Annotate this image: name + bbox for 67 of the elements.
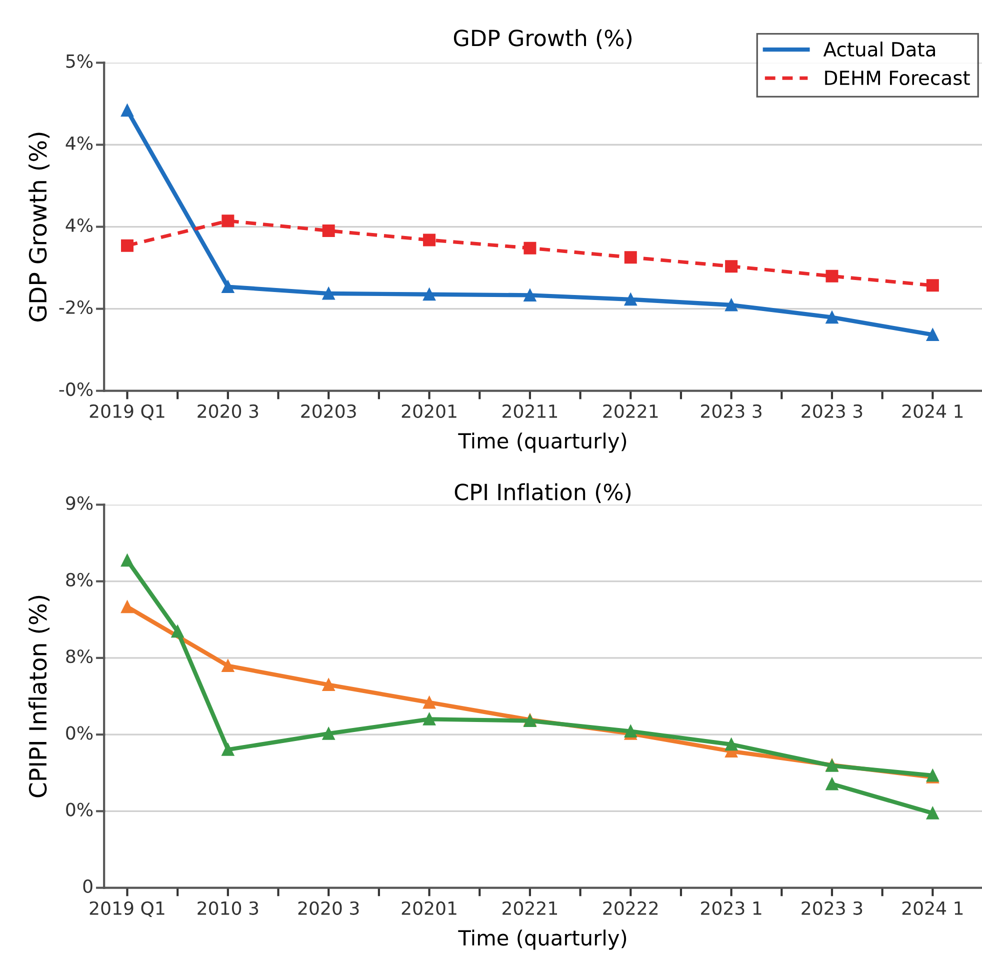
- x-tick-label: 2019 Q1: [90, 901, 164, 918]
- x-tick-label: 20221: [603, 404, 658, 418]
- point: [423, 288, 436, 301]
- x-axis-title: Time (quarturly): [458, 930, 626, 950]
- point: [222, 214, 234, 228]
- point: [926, 279, 939, 292]
- point: [524, 288, 536, 302]
- x-tick-label: 2023 3: [701, 404, 762, 418]
- point: [120, 104, 134, 117]
- point: [222, 743, 234, 756]
- point: [524, 242, 536, 254]
- text: -0%: [59, 382, 93, 396]
- x-tick-label: 2024 1: [902, 901, 963, 915]
- text: -2%: [59, 300, 93, 314]
- point: [171, 625, 184, 638]
- chart-title: CPI Inflation (%): [454, 483, 631, 504]
- x-tick-label: 2023 1: [701, 901, 762, 915]
- point: [624, 251, 637, 264]
- x-tick-label: 20221: [502, 901, 558, 915]
- point: [222, 660, 234, 672]
- point: [725, 298, 738, 312]
- x-tick-label: 20201: [402, 404, 456, 418]
- point: [826, 311, 838, 324]
- point: [423, 696, 436, 709]
- point: [322, 727, 335, 740]
- point: [926, 806, 939, 820]
- text: 4%: [66, 218, 93, 232]
- x-tick-label: 20222: [603, 901, 658, 915]
- text: 8%: [66, 572, 93, 587]
- point: [423, 234, 436, 246]
- point: [826, 270, 838, 282]
- point: [120, 239, 134, 252]
- x-axis-title: Time (quarturly): [458, 432, 626, 453]
- x-tick-label: 2024 1: [902, 404, 963, 418]
- point: [926, 328, 939, 341]
- chart-title: GDP Growth (%): [454, 29, 632, 49]
- text: 0: [83, 879, 92, 894]
- point: [322, 224, 335, 237]
- point: [826, 778, 838, 790]
- x-tick-label: 2023 3: [802, 404, 862, 418]
- x-tick-label: 20201: [402, 901, 456, 915]
- y-axis-title: GDP Growth (%): [28, 132, 50, 322]
- text: 0%: [66, 802, 93, 816]
- x-tick-label: 20211: [502, 404, 558, 418]
- x-tick-label: 2023 3: [802, 901, 862, 915]
- point: [322, 287, 335, 300]
- point: [624, 293, 637, 306]
- x-tick-label: 2020 3: [298, 901, 359, 915]
- x-tick-label: 2010 3: [198, 901, 258, 915]
- x-tick-label: 20203: [301, 404, 356, 418]
- point: [120, 554, 134, 567]
- point: [222, 280, 234, 294]
- point: [725, 260, 738, 273]
- point: [725, 738, 738, 751]
- point: [322, 678, 335, 692]
- x-tick-label: 2020 3: [198, 404, 258, 418]
- text: 5%: [66, 54, 93, 68]
- y-axis-title: CPIPI Inflaton (%): [28, 596, 50, 798]
- legend-label: DEHM Forecast: [825, 70, 970, 86]
- text: 9%: [66, 496, 93, 510]
- text: 4%: [66, 136, 93, 150]
- point: [120, 600, 134, 614]
- x-tick-label: 2019 Q1: [90, 404, 164, 420]
- legend-label: Actual Data: [823, 42, 935, 57]
- text: 0%: [66, 726, 93, 740]
- text: 8%: [66, 650, 93, 664]
- point: [423, 712, 436, 726]
